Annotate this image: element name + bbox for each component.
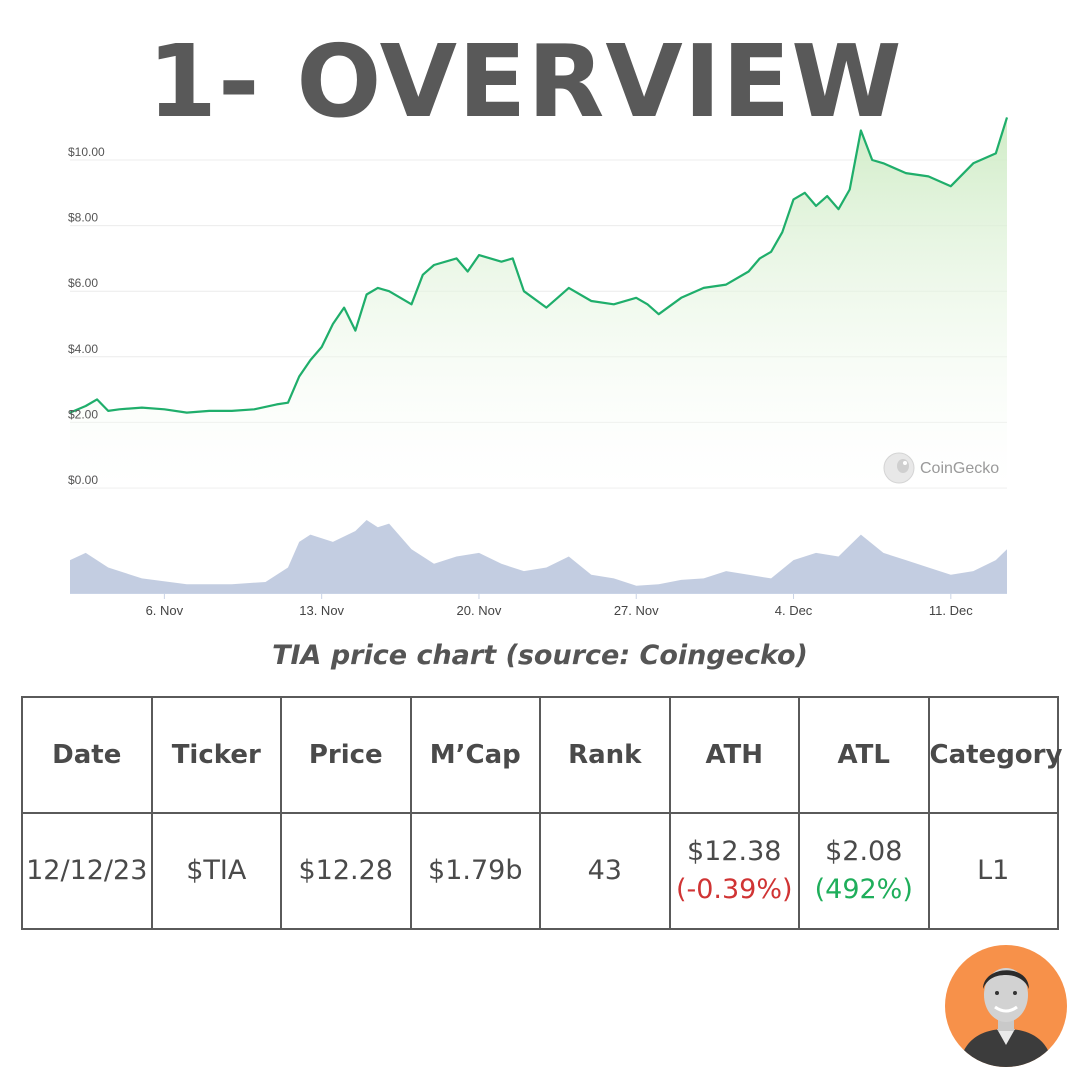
y-tick-label: $0.00 (68, 473, 98, 487)
x-tick-label: 11. Dec (929, 603, 973, 618)
coingecko-watermark: CoinGecko (883, 452, 999, 484)
cell-date: 12/12/23 (21, 812, 153, 930)
table-row: 12/12/23 $TIA $12.28 $1.79b 43 $12.38 (-… (21, 812, 1059, 930)
header-ath: ATH (668, 696, 800, 814)
overview-table: Date Ticker Price M’Cap Rank ATH ATL Cat… (21, 696, 1062, 930)
chart-caption: TIA price chart (source: Coingecko) (272, 640, 808, 671)
y-tick-label: $4.00 (68, 342, 98, 356)
price-chart: $0.00 $2.00 $4.00 $6.00 $8.00 $10.00 6. Nov 13… (68, 117, 1009, 618)
cell-atl: $2.08 (492%) (798, 812, 930, 930)
header-rank: Rank (539, 696, 671, 814)
y-tick-label: $10.00 (68, 145, 105, 159)
y-tick-label: $2.00 (68, 407, 98, 421)
header-atl: ATL (798, 696, 930, 814)
cell-category: L1 (927, 812, 1059, 930)
header-date: Date (21, 696, 153, 814)
ath-change: (-0.39%) (675, 874, 793, 905)
y-tick-label: $6.00 (68, 276, 98, 290)
cell-price: $12.28 (280, 812, 412, 930)
x-tick-label: 20. Nov (457, 603, 502, 618)
header-ticker: Ticker (150, 696, 282, 814)
cell-rank: 43 (539, 812, 671, 930)
author-avatar (945, 945, 1067, 1067)
cell-ticker: $TIA (150, 812, 282, 930)
x-tick-label: 27. Nov (614, 603, 659, 618)
header-category: Category (927, 696, 1062, 814)
ath-value: $12.38 (687, 836, 782, 867)
cell-ath: $12.38 (-0.39%) (668, 812, 800, 930)
header-price: Price (280, 696, 412, 814)
table-header-row: Date Ticker Price M’Cap Rank ATH ATL Cat… (21, 696, 1062, 814)
person-icon (959, 968, 1053, 1067)
x-tick-label: 4. Dec (775, 603, 813, 618)
atl-change: (492%) (814, 874, 913, 905)
header-mcap: M’Cap (409, 696, 541, 814)
y-tick-label: $8.00 (68, 211, 98, 225)
cell-mcap: $1.79b (409, 812, 541, 930)
price-line (69, 117, 1009, 414)
x-tick-label: 13. Nov (299, 603, 344, 618)
x-tick-label: 6. Nov (146, 603, 184, 618)
volume-area (70, 520, 1007, 593)
coingecko-label: CoinGecko (920, 460, 999, 477)
page-title: 1- OVERVIEW (147, 23, 903, 140)
atl-value: $2.08 (825, 836, 903, 867)
